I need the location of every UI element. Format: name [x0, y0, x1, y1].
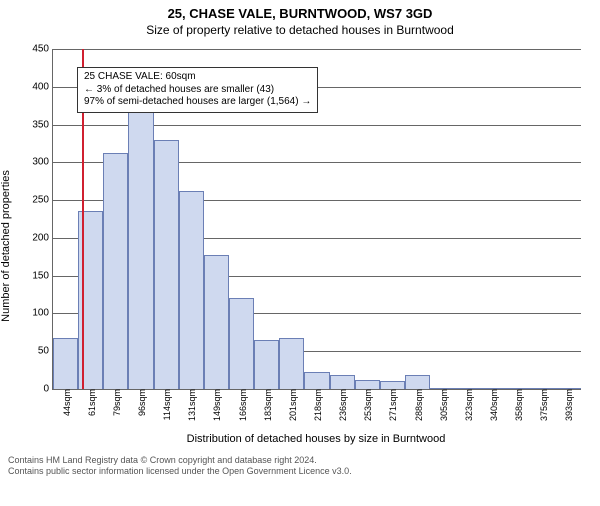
y-tick-label: 150 [32, 270, 53, 281]
x-tick-label: 183sqm [261, 389, 273, 421]
annotation-box: 25 CHASE VALE: 60sqm ← 3% of detached ho… [77, 67, 318, 113]
histogram-bar [154, 140, 179, 389]
footer-line-1: Contains HM Land Registry data © Crown c… [8, 455, 592, 466]
histogram-bar [254, 340, 279, 389]
y-tick-label: 400 [32, 81, 53, 92]
x-tick-label: 393sqm [562, 389, 574, 421]
histogram-bar [380, 381, 405, 389]
histogram-bar [204, 255, 229, 389]
x-tick-label: 323sqm [462, 389, 474, 421]
x-tick-label: 131sqm [185, 389, 197, 421]
annotation-line-2: ← 3% of detached houses are smaller (43) [84, 84, 311, 97]
x-tick-label: 201sqm [286, 389, 298, 421]
x-tick-label: 61sqm [85, 389, 97, 416]
x-tick-label: 236sqm [336, 389, 348, 421]
histogram-bar [229, 298, 254, 389]
histogram-bar [279, 338, 304, 389]
y-tick-label: 450 [32, 44, 53, 55]
histogram-bar [405, 375, 430, 389]
x-tick-label: 358sqm [512, 389, 524, 421]
x-tick-label: 149sqm [210, 389, 222, 421]
x-tick-label: 253sqm [361, 389, 373, 421]
chart-container: Number of detached properties 0501001502… [0, 41, 600, 451]
x-tick-label: 114sqm [160, 389, 172, 420]
x-tick-label: 166sqm [236, 389, 248, 421]
x-tick-label: 375sqm [537, 389, 549, 421]
gridline [53, 49, 581, 50]
y-tick-label: 50 [38, 346, 53, 357]
x-tick-label: 79sqm [110, 389, 122, 416]
x-tick-label: 218sqm [311, 389, 323, 421]
y-tick-label: 200 [32, 232, 53, 243]
annotation-line-1: 25 CHASE VALE: 60sqm [84, 71, 311, 84]
y-tick-label: 0 [43, 384, 53, 395]
x-tick-label: 271sqm [386, 389, 398, 421]
x-tick-label: 44sqm [60, 389, 72, 416]
y-tick-label: 350 [32, 119, 53, 130]
y-tick-label: 250 [32, 195, 53, 206]
y-tick-label: 100 [32, 308, 53, 319]
histogram-bar [330, 375, 355, 389]
histogram-bar [304, 372, 329, 389]
y-tick-label: 300 [32, 157, 53, 168]
x-tick-label: 340sqm [487, 389, 499, 421]
footer: Contains HM Land Registry data © Crown c… [0, 451, 600, 477]
footer-line-2: Contains public sector information licen… [8, 466, 592, 477]
y-axis-label: Number of detached properties [0, 170, 12, 322]
histogram-bar [53, 338, 78, 389]
histogram-bar [103, 153, 128, 389]
x-axis-label: Distribution of detached houses by size … [52, 433, 580, 445]
histogram-bar [128, 109, 153, 389]
plot-area: 05010015020025030035040045044sqm61sqm79s… [52, 49, 581, 390]
x-tick-label: 305sqm [437, 389, 449, 421]
histogram-bar [355, 380, 380, 389]
x-tick-label: 288sqm [412, 389, 424, 421]
page-subtitle: Size of property relative to detached ho… [0, 23, 600, 37]
x-tick-label: 96sqm [135, 389, 147, 416]
page-title: 25, CHASE VALE, BURNTWOOD, WS7 3GD [0, 6, 600, 21]
histogram-bar [179, 191, 204, 389]
annotation-line-3: 97% of semi-detached houses are larger (… [84, 96, 311, 109]
